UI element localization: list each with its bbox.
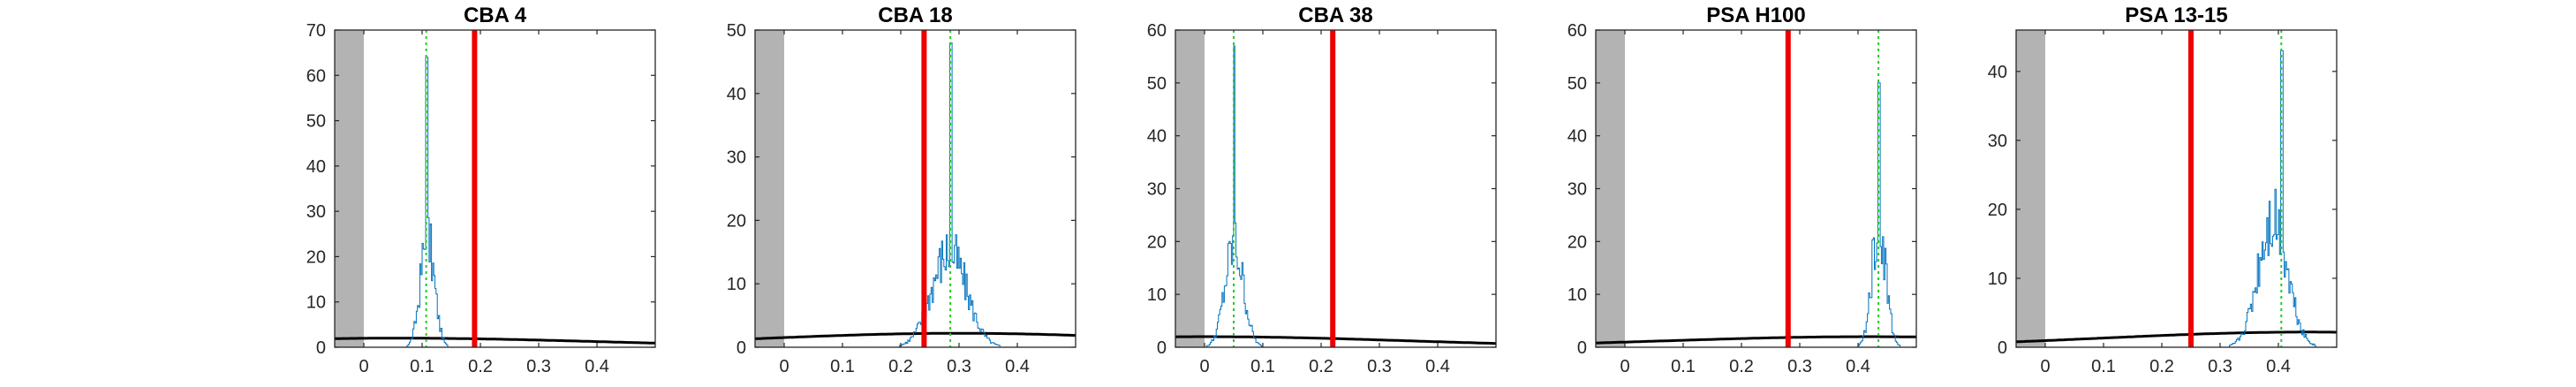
- shaded-region: [755, 30, 784, 347]
- y-tick-label: 0: [1998, 338, 2007, 358]
- prior-curve: [1596, 335, 1916, 345]
- x-tick-label: 0: [1199, 357, 1209, 376]
- y-tick-label: 50: [1147, 74, 1167, 94]
- x-tick-label: 0.4: [2266, 357, 2291, 376]
- y-tick-label: 20: [1147, 232, 1167, 252]
- y-tick-label: 30: [1147, 180, 1167, 200]
- y-tick-label: 20: [727, 211, 746, 231]
- x-tick-label: 0.3: [1787, 357, 1812, 376]
- y-tick-label: 30: [727, 148, 746, 168]
- axes-box: [334, 29, 656, 348]
- y-tick-label: 30: [1988, 132, 2007, 151]
- chart-title: PSA 13-15: [2125, 4, 2228, 27]
- y-tick-label: 0: [1577, 338, 1587, 358]
- y-tick-label: 20: [306, 247, 326, 267]
- x-tick-label: 0.2: [468, 357, 493, 376]
- subplot-4: 0 0.1 0.2 0.3 0.4 0 10 20 30 40 50 60 PSA H100: [1568, 4, 1917, 376]
- y-tick-label: 40: [306, 157, 326, 177]
- chart-title: CBA 38: [1298, 4, 1372, 27]
- x-tick-label: 0.2: [888, 357, 913, 376]
- y-tick-label: 10: [727, 275, 746, 294]
- posterior-histogram: [1596, 82, 1916, 348]
- chart-title: PSA H100: [1706, 4, 1806, 27]
- subplot-5: 0 0.1 0.2 0.3 0.4 0 10 20 30 40 PSA 13-15: [1988, 4, 2338, 376]
- y-tick-label: 10: [1147, 285, 1167, 305]
- prior-curve: [335, 337, 655, 345]
- y-tick-label: 30: [306, 202, 326, 222]
- x-tick-label: 0.2: [2149, 357, 2174, 376]
- prior-curve: [2015, 330, 2337, 344]
- y-tick-label: 50: [727, 21, 746, 41]
- y-tick-label: 10: [1568, 285, 1587, 305]
- x-tick-label: 0.1: [1671, 357, 1696, 376]
- y-tick-label: 10: [306, 293, 326, 313]
- y-tick-label: 60: [1568, 21, 1587, 41]
- x-tick-label: 0.2: [1729, 357, 1754, 376]
- shaded-region: [1175, 30, 1205, 347]
- posterior-histogram: [755, 42, 1076, 348]
- axes-box: [754, 29, 1076, 348]
- x-tick-label: 0: [1620, 357, 1629, 376]
- prior-curve: [1175, 335, 1497, 345]
- x-tick-label: 0.4: [1005, 357, 1030, 376]
- x-tick-label: 0.1: [410, 357, 434, 376]
- prior-curve: [754, 331, 1076, 340]
- y-tick-label: 50: [1568, 74, 1587, 94]
- y-tick-label: 60: [1147, 21, 1167, 41]
- y-tick-label: 40: [1147, 127, 1167, 147]
- posterior-histogram: [2016, 49, 2337, 348]
- chart-title: CBA 4: [464, 4, 527, 27]
- x-tick-label: 0.4: [1846, 357, 1870, 376]
- x-tick-label: 0.3: [2208, 357, 2232, 376]
- posterior-histogram: [1175, 45, 1496, 348]
- x-tick-label: 0.1: [830, 357, 855, 376]
- y-tick-label: 30: [1568, 180, 1587, 200]
- shaded-region: [2016, 30, 2045, 347]
- shaded-region: [335, 30, 364, 347]
- axes-box: [2015, 29, 2338, 348]
- y-tick-label: 40: [1988, 63, 2007, 82]
- y-tick-label: 0: [316, 338, 326, 358]
- shaded-region: [1596, 30, 1625, 347]
- subplot-2: 0 0.1 0.2 0.3 0.4 0 10 20 30 40 50 CBA 18: [727, 4, 1076, 376]
- y-tick-label: 20: [1568, 232, 1587, 252]
- y-tick-label: 0: [1157, 338, 1167, 358]
- x-tick-label: 0: [2040, 357, 2050, 376]
- y-tick-label: 40: [727, 85, 746, 104]
- x-tick-label: 0.1: [1250, 357, 1275, 376]
- x-tick-label: 0.3: [947, 357, 971, 376]
- x-tick-label: 0.2: [1309, 357, 1333, 376]
- subplot-1: 0 0.1 0.2 0.3 0.4 0 10 20 30 40 50 60 70 CBA 4: [306, 4, 656, 376]
- x-tick-label: 0.3: [526, 357, 551, 376]
- x-tick-label: 0.4: [585, 357, 609, 376]
- chart-title: CBA 18: [878, 4, 952, 27]
- y-tick-label: 20: [1988, 201, 2007, 220]
- y-tick-label: 0: [737, 338, 746, 358]
- y-tick-label: 10: [1988, 269, 2007, 289]
- x-tick-label: 0.4: [1425, 357, 1450, 376]
- x-tick-label: 0: [779, 357, 789, 376]
- subplot-3: 0 0.1 0.2 0.3 0.4 0 10 20 30 40 50 60 CBA 38: [1147, 4, 1497, 376]
- y-tick-label: 70: [306, 21, 326, 41]
- x-tick-label: 0: [359, 357, 368, 376]
- x-tick-label: 0.3: [1367, 357, 1392, 376]
- y-tick-label: 40: [1568, 127, 1587, 147]
- posterior-histogram: [335, 57, 655, 348]
- y-tick-label: 60: [306, 66, 326, 86]
- y-tick-label: 50: [306, 112, 326, 132]
- x-tick-label: 0.1: [2091, 357, 2116, 376]
